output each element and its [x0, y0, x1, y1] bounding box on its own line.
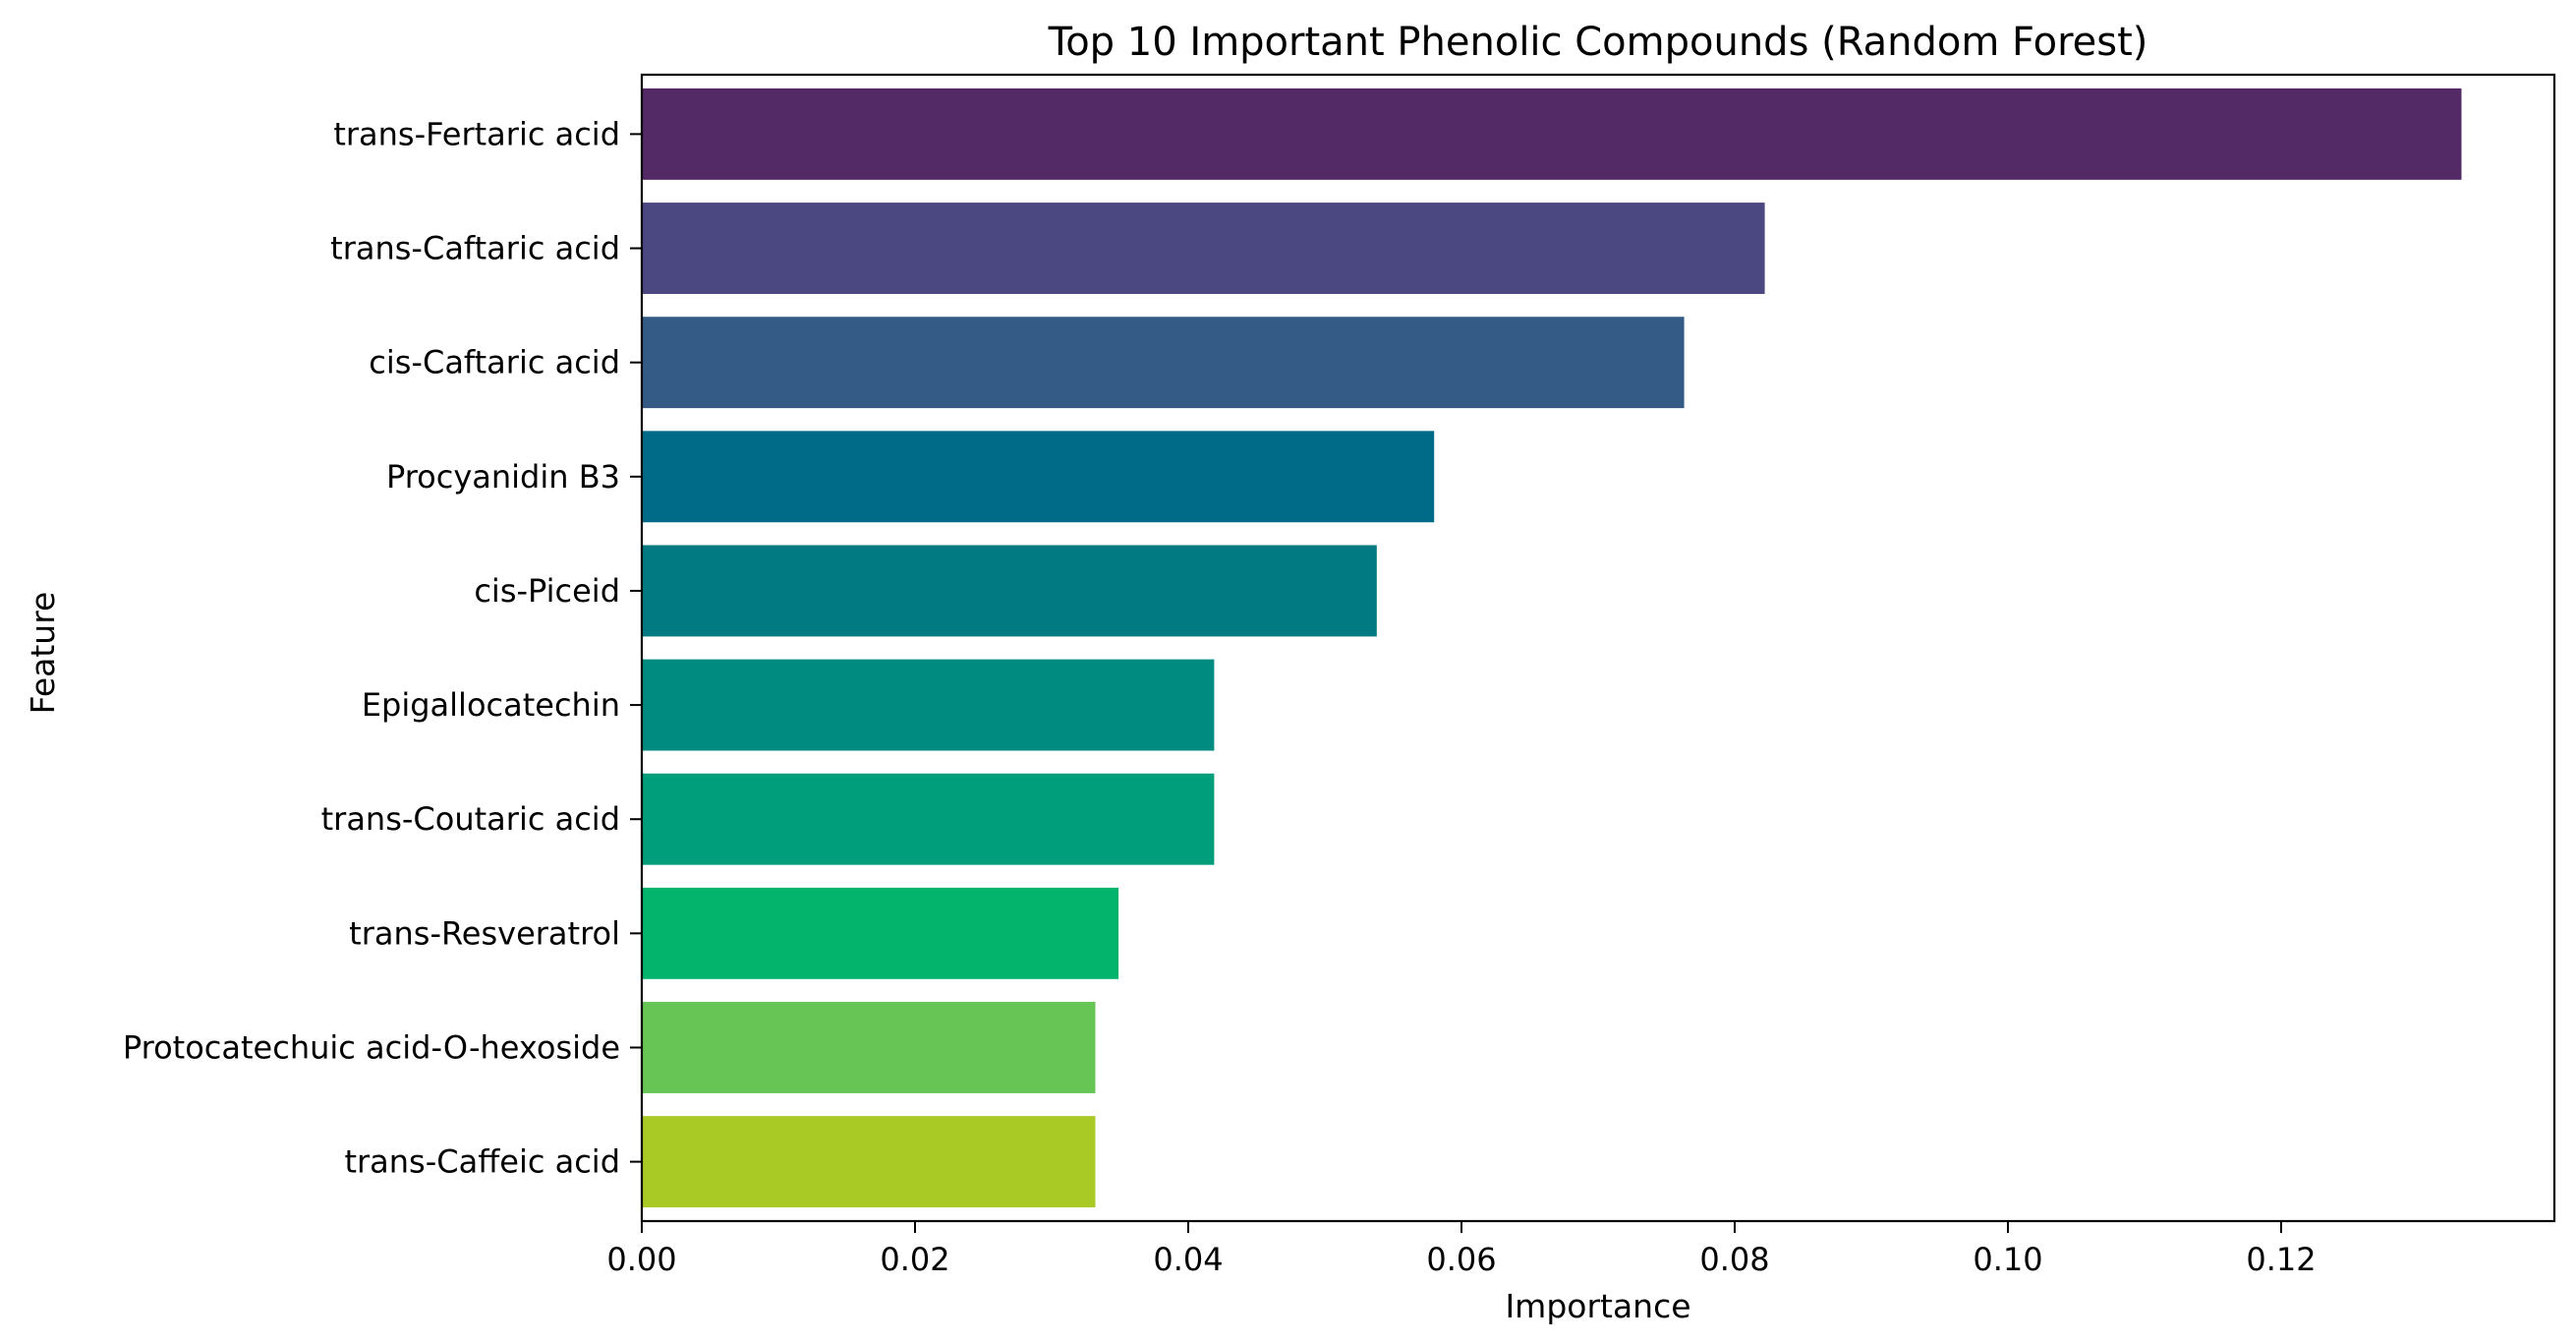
y-tick-label: Epigallocatechin: [362, 686, 620, 724]
chart-title: Top 10 Important Phenolic Compounds (Ran…: [1048, 20, 2148, 65]
x-tick-label: 0.04: [1153, 1241, 1223, 1278]
y-axis-label: Feature: [24, 592, 62, 715]
y-tick-label: trans-Fertaric acid: [333, 115, 620, 152]
x-tick-label: 0.02: [880, 1241, 949, 1278]
y-tick-label: Protocatechuic acid-O-hexoside: [123, 1028, 620, 1066]
x-tick-label: 0.00: [606, 1241, 676, 1278]
bar: [642, 1116, 1096, 1208]
x-tick-label: 0.06: [1426, 1241, 1496, 1278]
bar: [642, 317, 1685, 409]
bar: [642, 545, 1377, 637]
bar: [642, 88, 2462, 180]
x-tick-label: 0.12: [2246, 1241, 2316, 1278]
bar: [642, 1002, 1096, 1093]
x-axis-label: Importance: [1505, 1287, 1690, 1325]
bar: [642, 431, 1435, 523]
bar: [642, 203, 1765, 294]
x-tick-label: 0.08: [1699, 1241, 1769, 1278]
y-tick-label: Procyanidin B3: [386, 458, 620, 496]
ticks-layer: trans-Fertaric acid trans-Caftaric acid ci…: [123, 115, 2317, 1278]
bar: [642, 887, 1119, 979]
y-tick-label: trans-Coutaric acid: [321, 800, 620, 838]
bar: [642, 773, 1215, 865]
y-tick-label: cis-Piceid: [474, 572, 620, 610]
bar: [642, 659, 1215, 751]
x-tick-label: 0.10: [1973, 1241, 2042, 1278]
bars-layer: [642, 88, 2462, 1208]
y-tick-label: trans-Caftaric acid: [330, 230, 620, 267]
y-tick-label: trans-Resveratrol: [349, 914, 620, 952]
y-tick-label: trans-Caffeic acid: [344, 1143, 620, 1181]
y-tick-label: cis-Caftaric acid: [369, 344, 620, 381]
plot-frame: [640, 73, 2556, 1223]
